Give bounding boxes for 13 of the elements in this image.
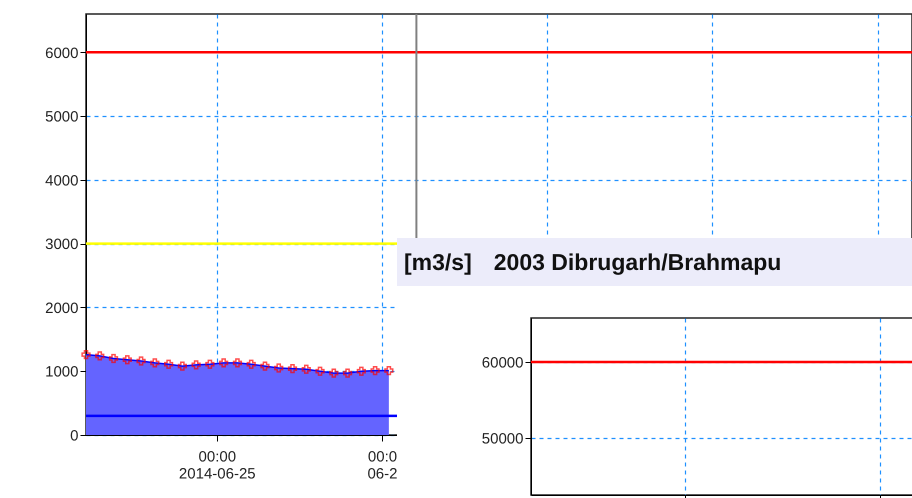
y-tick-label: 1000	[45, 364, 78, 381]
y-axis-title: [m3/s]	[404, 249, 472, 275]
y-tick-label: 6000	[45, 44, 78, 62]
y-tick-label: 5000	[45, 108, 78, 126]
x-tick-label: 00:0 06-2	[367, 448, 398, 482]
y-tick-label: 2000	[45, 300, 78, 317]
x-tick-label: 00:00 2014-06-25	[178, 448, 256, 482]
y-tick-label: 50000	[482, 430, 524, 448]
y-tick-label: 4000	[45, 172, 78, 190]
chart-title: 2003 Dibrugarh/Brahmapu	[494, 249, 782, 275]
y-tick-label: 0	[70, 428, 78, 444]
y-tick-label: 60000	[482, 354, 524, 372]
y-tick-label: 3000	[45, 236, 78, 254]
